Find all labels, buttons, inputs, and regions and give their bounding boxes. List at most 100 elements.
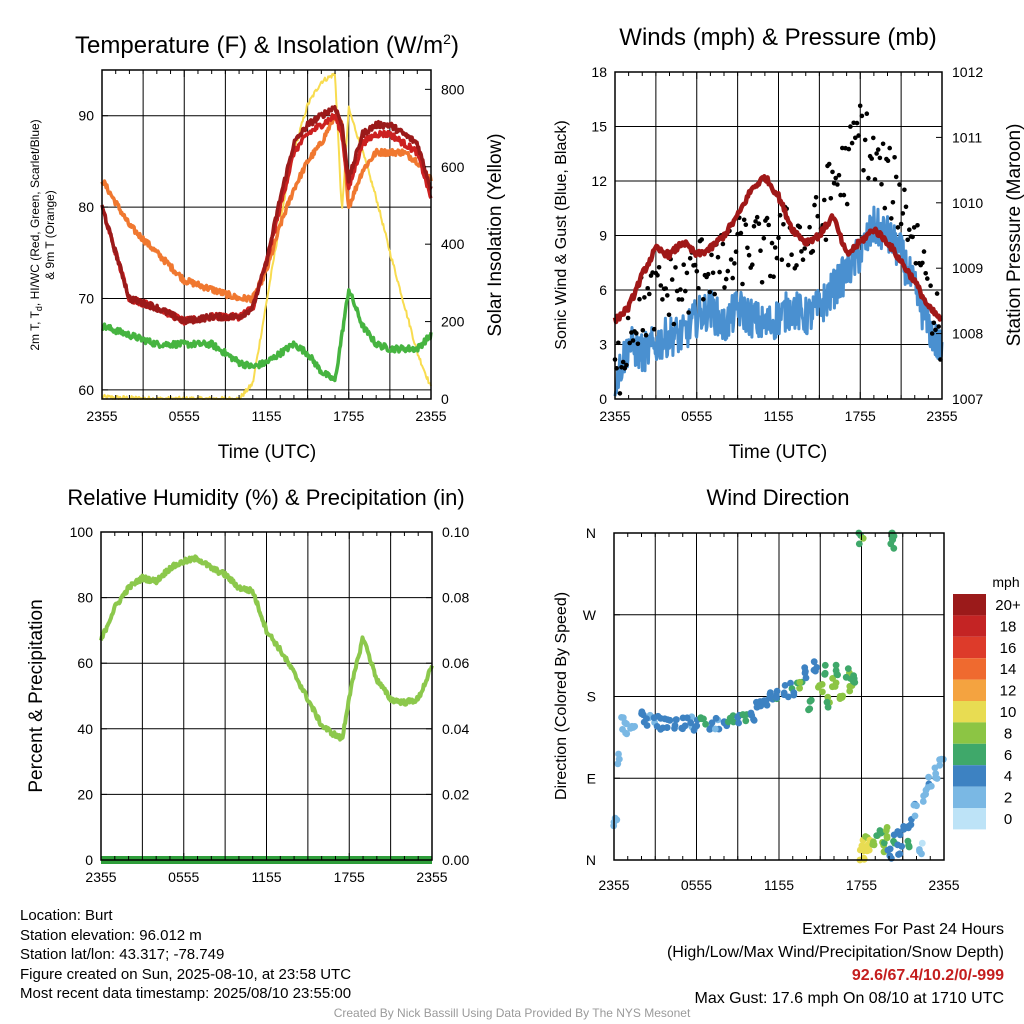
gust-point — [620, 359, 626, 365]
gust-point — [772, 245, 778, 250]
direction-point — [886, 852, 894, 860]
legend-label: 14 — [1000, 661, 1017, 678]
y2-tick-label: 0.00 — [442, 852, 469, 868]
gust-point — [799, 249, 804, 254]
gust-point — [933, 327, 938, 333]
gust-point — [910, 234, 915, 240]
direction-point — [829, 683, 836, 691]
gust-point — [802, 246, 807, 251]
gust-point — [766, 222, 771, 228]
direction-point — [821, 661, 829, 669]
direction-point — [834, 671, 841, 679]
gust-point — [903, 204, 909, 210]
direction-point — [919, 798, 927, 805]
gust-point — [920, 260, 925, 266]
direction-point — [896, 850, 904, 858]
legend-label: 6 — [1004, 747, 1012, 764]
y-tick-label: 9 — [599, 228, 607, 244]
direction-point — [638, 710, 645, 718]
gust-point — [815, 213, 820, 219]
gust-point — [699, 237, 704, 242]
legend-label: 20+ — [995, 597, 1021, 614]
gust-point — [931, 320, 937, 326]
gust-point — [640, 328, 646, 333]
direction-point — [787, 679, 794, 687]
gust-point — [828, 196, 834, 201]
rh-grid — [101, 532, 432, 860]
direction-point — [836, 693, 844, 700]
gust-point — [779, 257, 785, 263]
direction-point — [883, 834, 891, 842]
y2-tick-label: 0.08 — [442, 590, 469, 606]
gust-point — [651, 326, 657, 332]
gust-point — [709, 252, 714, 258]
direction-point — [924, 784, 932, 791]
direction-point — [936, 761, 944, 769]
winds-series — [612, 103, 944, 397]
gust-point — [712, 291, 717, 297]
y-tick-label: S — [587, 689, 596, 705]
rh-title: Relative Humidity (%) & Precipitation (i… — [67, 485, 464, 510]
gust-point — [929, 331, 935, 336]
gust-point — [835, 182, 840, 187]
wdir-points — [610, 529, 947, 864]
direction-point — [916, 846, 923, 853]
legend-swatch — [953, 594, 986, 616]
gust-point — [864, 111, 870, 116]
direction-point — [905, 842, 912, 849]
direction-point — [615, 750, 622, 758]
gust-point — [764, 215, 770, 221]
gust-point — [823, 237, 829, 243]
gust-point — [846, 146, 852, 152]
series-maroon-line — [612, 174, 944, 325]
gust-point — [666, 312, 672, 318]
direction-point — [611, 814, 619, 822]
direction-point — [780, 691, 788, 699]
x-tick-label: 2355 — [926, 408, 957, 424]
gust-point — [890, 200, 896, 205]
x-tick-label: 1755 — [846, 877, 877, 893]
legend-label: 10 — [1000, 704, 1017, 721]
y-tick-label: 90 — [78, 108, 94, 124]
y-tick-label: E — [587, 770, 596, 786]
direction-point — [683, 714, 691, 722]
y2-tick-label: 0.06 — [442, 655, 469, 671]
y-tick-label: 40 — [77, 721, 93, 737]
x-tick-label: 1155 — [764, 877, 794, 893]
x-tick-label: 0555 — [681, 408, 712, 424]
speed-legend: mph 20+ 18 16 14 12 10 8 6 4 2 0 — [953, 574, 1021, 830]
direction-point — [740, 711, 747, 719]
x-tick-label: 2355 — [86, 408, 117, 424]
series-orange-line — [100, 112, 433, 304]
direction-point — [801, 669, 809, 677]
y-tick-label: 80 — [78, 199, 94, 215]
y-tick-label: 6 — [599, 282, 607, 298]
x-tick-label: 0555 — [169, 408, 200, 424]
direction-point — [870, 838, 877, 846]
y2-tick-label: 0 — [441, 391, 449, 407]
gust-point — [826, 161, 832, 167]
y2-tick-label: 0.02 — [442, 786, 469, 802]
direction-point — [890, 544, 898, 552]
direction-point — [671, 722, 679, 729]
extremes-info: Extremes For Past 24 Hours (High/Low/Max… — [667, 918, 1004, 1010]
direction-point — [747, 709, 755, 717]
temp-ylabel-left-2: & 9m T (Orange) — [43, 190, 57, 280]
y-tick-label: 80 — [77, 590, 93, 606]
gust-point — [893, 174, 899, 180]
direction-point — [810, 666, 818, 674]
gust-point — [897, 182, 902, 187]
gust-point — [673, 265, 678, 270]
station-latlon: Station lat/lon: 43.317; -78.749 — [20, 946, 225, 963]
gust-point — [813, 195, 819, 200]
direction-point — [753, 698, 760, 706]
direction-point — [663, 724, 671, 731]
panel-temperature: Temperature (F) & Insolation (W/m2) 2355… — [28, 31, 506, 463]
x-tick-label: 2355 — [928, 877, 959, 893]
gust-point — [759, 280, 765, 285]
gust-point — [761, 236, 767, 241]
direction-point — [824, 693, 832, 701]
station-location: Location: Burt — [20, 907, 113, 924]
gust-point — [810, 248, 816, 254]
direction-point — [711, 725, 719, 733]
